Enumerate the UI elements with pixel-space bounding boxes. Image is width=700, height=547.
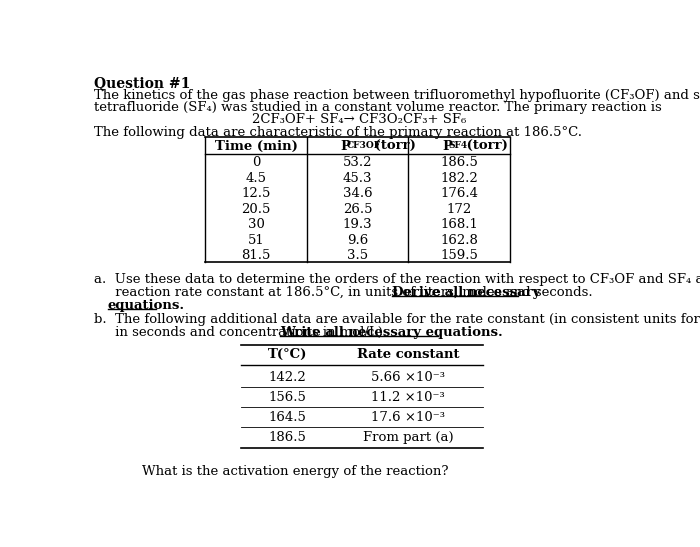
Text: 3.5: 3.5 <box>347 249 368 262</box>
Text: P: P <box>340 139 351 153</box>
Text: 11.2 ×10⁻³: 11.2 ×10⁻³ <box>372 391 445 404</box>
Text: Question #1: Question #1 <box>94 77 190 90</box>
Text: (torr): (torr) <box>462 139 508 153</box>
Text: 186.5: 186.5 <box>440 156 478 170</box>
Text: 34.6: 34.6 <box>343 187 372 200</box>
Text: 0: 0 <box>252 156 260 170</box>
Text: T(°C): T(°C) <box>268 348 307 361</box>
Text: 30: 30 <box>248 218 265 231</box>
Text: What is the activation energy of the reaction?: What is the activation energy of the rea… <box>141 465 448 478</box>
Text: b.  The following additional data are available for the rate constant (in consis: b. The following additional data are ava… <box>94 313 700 326</box>
Text: 4.5: 4.5 <box>246 172 267 185</box>
Text: 5.66 ×10⁻³: 5.66 ×10⁻³ <box>372 371 445 385</box>
Text: 2CF₃OF+ SF₄→ CF3O₂CF₃+ SF₆: 2CF₃OF+ SF₄→ CF3O₂CF₃+ SF₆ <box>251 113 466 126</box>
Text: 142.2: 142.2 <box>269 371 307 385</box>
Text: 26.5: 26.5 <box>343 203 372 216</box>
Text: 159.5: 159.5 <box>440 249 478 262</box>
Text: 51: 51 <box>248 234 265 247</box>
Text: 156.5: 156.5 <box>269 391 307 404</box>
Text: Time (min): Time (min) <box>215 139 298 153</box>
Text: Derive all necessary: Derive all necessary <box>392 286 540 299</box>
Text: CF3OF: CF3OF <box>346 141 381 150</box>
Text: 176.4: 176.4 <box>440 187 478 200</box>
Text: SF4: SF4 <box>448 141 468 150</box>
Text: reaction rate constant at 186.5°C, in units of liters, moles and seconds.: reaction rate constant at 186.5°C, in un… <box>94 286 596 299</box>
Text: 164.5: 164.5 <box>269 411 307 424</box>
Text: From part (a): From part (a) <box>363 432 454 444</box>
Text: The following data are characteristic of the primary reaction at 186.5°C.: The following data are characteristic of… <box>94 126 582 139</box>
Text: (torr): (torr) <box>370 139 416 153</box>
Text: 162.8: 162.8 <box>440 234 478 247</box>
Text: 182.2: 182.2 <box>440 172 478 185</box>
Text: 17.6 ×10⁻³: 17.6 ×10⁻³ <box>372 411 445 424</box>
Text: a.  Use these data to determine the orders of the reaction with respect to CF₃OF: a. Use these data to determine the order… <box>94 273 700 286</box>
Text: equations.: equations. <box>108 299 185 312</box>
Text: in seconds and concentrations in mol/L).: in seconds and concentrations in mol/L). <box>94 326 391 339</box>
Text: 45.3: 45.3 <box>343 172 372 185</box>
Text: 81.5: 81.5 <box>241 249 271 262</box>
Text: 53.2: 53.2 <box>343 156 372 170</box>
Text: 19.3: 19.3 <box>343 218 372 231</box>
Text: P: P <box>442 139 452 153</box>
Text: Rate constant: Rate constant <box>357 348 460 361</box>
Text: 9.6: 9.6 <box>347 234 368 247</box>
Text: 168.1: 168.1 <box>440 218 478 231</box>
Text: tetrafluoride (SF₄) was studied in a constant volume reactor. The primary reacti: tetrafluoride (SF₄) was studied in a con… <box>94 101 662 114</box>
Text: Write all necessary equations.: Write all necessary equations. <box>280 326 503 339</box>
Text: 12.5: 12.5 <box>241 187 271 200</box>
Text: 20.5: 20.5 <box>241 203 271 216</box>
Text: 172: 172 <box>447 203 472 216</box>
Text: 186.5: 186.5 <box>269 432 307 444</box>
Text: The kinetics of the gas phase reaction between trifluoromethyl hypofluorite (CF₃: The kinetics of the gas phase reaction b… <box>94 89 700 102</box>
